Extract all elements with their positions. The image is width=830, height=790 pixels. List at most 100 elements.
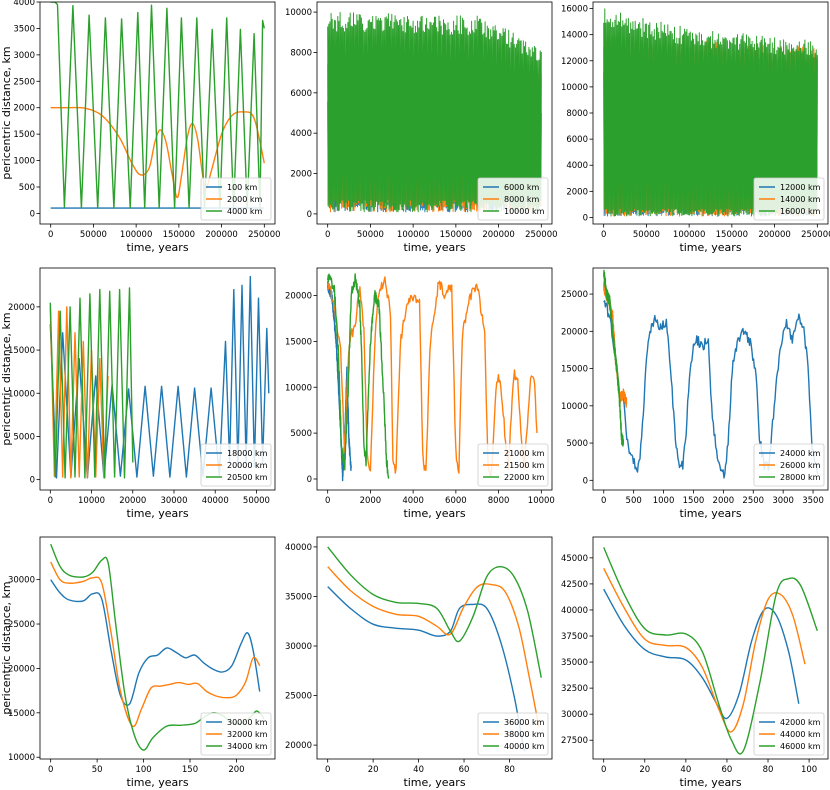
x-tick-label: 250000 [801,230,830,240]
series-line-2 [603,567,806,733]
series-line-1 [50,579,261,707]
subplot-1: 0 50000 100000 150000 200000 250000 0 500 1000 15… [0,0,281,254]
x-tick-label: 250000 [525,230,557,240]
subplot-8: 0 20 40 60 80 20000 25000 30000 35000 40000 time, … [285,536,553,789]
x-tick-label: 60 [459,765,470,775]
x-tick-label: 50000 [80,230,107,240]
plot-lines [327,273,538,482]
x-tick-label: 0 [48,496,53,506]
series-line-1 [49,275,270,479]
x-tick-label: 50000 [357,230,384,240]
legend-box [753,712,825,756]
y-tick-label: 15000 [8,346,35,356]
series-line-3 [49,287,134,479]
legend-entry: 2000 km [227,195,263,204]
subplot-4: 0 10000 20000 30000 40000 50000 0 5000 10000 1500… [0,267,276,520]
y-tick-label: 4000 [566,161,588,171]
y-tick-label: 25000 [561,290,588,300]
x-tick-label: 4000 [402,496,424,506]
plot-lines [327,12,542,213]
x-tick-label: 2000 [360,496,382,506]
legend-entry: 100 km [227,183,257,192]
subplot-7: 0 50 100 150 200 10000 15000 20000 25000 30000 tim… [0,536,276,789]
y-tick-label: 2000 [290,170,312,180]
x-tick-label: 500 [626,496,642,506]
y-tick-label: 10000 [285,8,312,18]
x-tick-label: 1500 [683,496,705,506]
legend-entry: 40000 km [504,742,545,751]
x-tick-label: 150 [182,765,198,775]
legend: 12000 km 14000 km 16000 km [753,177,825,221]
x-axis-label: time, years [679,776,741,789]
x-tick-label: 0 [601,230,606,240]
y-tick-label: 10000 [8,753,35,763]
legend: 100 km 2000 km 4000 km [200,177,272,221]
legend-entry: 12000 km [780,183,821,192]
legend-entry: 46000 km [780,742,821,751]
x-tick-label: 3500 [802,496,824,506]
x-tick-label: 200000 [482,230,514,240]
y-tick-label: 25000 [8,620,35,630]
plot-lines [50,2,265,209]
y-tick-label: 25000 [285,692,312,702]
series-line-2 [49,306,109,479]
y-tick-label: 0 [583,476,588,486]
axes-frame [39,1,276,225]
x-axis-label: time, years [126,507,188,520]
x-tick-label: 3000 [772,496,794,506]
x-tick-label: 0 [325,230,330,240]
legend-entry: 34000 km [227,742,268,751]
plot-lines [603,8,818,217]
legend-entry: 21000 km [504,449,545,458]
x-tick-label: 250000 [248,230,280,240]
y-tick-label: 30000 [8,576,35,586]
legend-entry: 14000 km [780,195,821,204]
x-tick-label: 50000 [243,496,270,506]
subplot-3: 0 50000 100000 150000 200000 250000 0 2000 4000 6… [561,1,830,254]
series-line-2 [327,276,538,477]
y-tick-label: 32500 [561,684,588,694]
x-tick-label: 0 [325,496,330,506]
legend-entry: 32000 km [227,730,268,739]
legend-entry: 24000 km [780,449,821,458]
legend-box [477,443,549,487]
x-tick-label: 50000 [633,230,660,240]
y-tick-label: 35000 [285,592,312,602]
x-tick-label: 200000 [758,230,790,240]
legend-entry: 16000 km [780,207,821,216]
legend-box [200,443,272,487]
x-axis-label: time, years [403,241,465,254]
y-tick-label: 45000 [561,554,588,564]
legend-entry: 8000 km [504,195,540,204]
y-tick-label: 500 [19,183,35,193]
series-line-1 [603,300,819,479]
series-line-2 [50,106,265,199]
y-tick-label: 1000 [13,157,35,167]
legend-entry: 18000 km [227,449,268,458]
plot-lines [603,547,818,755]
x-axis-label: time, years [126,776,188,789]
x-tick-label: 100 [801,765,817,775]
series-line-3 [603,547,818,755]
x-tick-label: 0 [601,496,606,506]
legend-entry: 21500 km [504,461,545,470]
legend: 30000 km 32000 km 34000 km [200,712,272,756]
y-tick-label: 27500 [561,736,588,746]
y-tick-label: 6000 [290,89,312,99]
series-line-2 [327,566,540,728]
legend-box [753,177,825,221]
x-tick-label: 100000 [397,230,429,240]
y-tick-label: 4000 [13,0,35,8]
series-line-3 [327,12,542,213]
legend-entry: 44000 km [780,730,821,739]
x-axis-label: time, years [679,241,741,254]
y-tick-label: 16000 [561,5,588,15]
y-tick-label: 20000 [8,664,35,674]
series-line-3 [327,546,542,678]
series-line-1 [603,588,800,720]
axes-frame [592,267,829,491]
x-tick-label: 30000 [160,496,187,506]
y-tick-label: 12000 [561,57,588,67]
axes-frame [39,536,276,760]
